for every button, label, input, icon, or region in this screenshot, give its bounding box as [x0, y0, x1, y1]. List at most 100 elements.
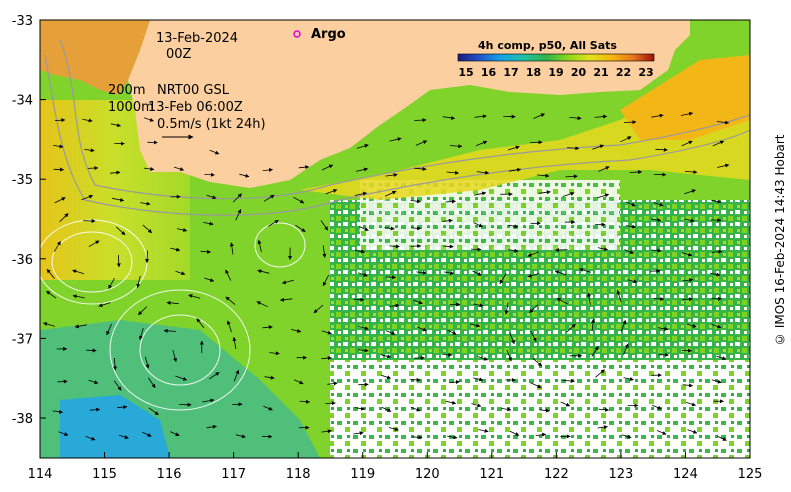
current-vector — [627, 279, 638, 284]
depth-label-a: 200m — [108, 83, 145, 98]
current-vector — [474, 114, 487, 119]
current-vector — [257, 269, 270, 274]
current-vector — [506, 349, 512, 362]
current-vector — [298, 165, 310, 170]
current-vector — [385, 172, 398, 177]
colorbar-tick-label: 23 — [638, 66, 653, 79]
current-vector — [651, 113, 664, 118]
current-vector — [417, 326, 427, 332]
current-vector — [204, 172, 215, 177]
current-vector — [626, 201, 636, 207]
current-vector — [624, 249, 634, 254]
current-vector — [591, 318, 595, 332]
current-vector — [652, 404, 662, 410]
current-vector — [175, 375, 188, 381]
current-vector — [357, 272, 368, 277]
current-vector — [587, 292, 591, 305]
current-vector — [225, 269, 232, 281]
current-vector — [616, 289, 622, 302]
current-vector — [536, 173, 550, 178]
current-vector — [118, 434, 129, 439]
current-vector — [381, 374, 392, 380]
current-vector — [203, 221, 214, 226]
current-vector — [621, 434, 632, 439]
current-vector — [268, 219, 279, 227]
current-vector — [354, 406, 365, 411]
current-vector — [530, 382, 542, 389]
credit-label: © IMOS 16-Feb-2024 14:43 Hobart — [773, 134, 787, 346]
current-vector — [507, 145, 520, 151]
colorbar-tick-label: 22 — [616, 66, 631, 79]
current-vector — [530, 221, 541, 226]
current-vector — [410, 244, 422, 249]
current-vector — [280, 297, 293, 302]
current-vector — [620, 319, 627, 332]
current-vector — [565, 174, 578, 179]
current-vector — [594, 114, 608, 119]
current-vector — [717, 163, 730, 168]
current-vector — [623, 120, 637, 125]
current-vector — [257, 239, 262, 252]
current-vector — [682, 252, 693, 257]
current-vector — [471, 403, 482, 408]
current-vector — [115, 226, 126, 236]
current-vector — [651, 248, 662, 253]
current-vector — [200, 249, 211, 254]
current-vector — [566, 146, 580, 151]
current-vector — [712, 140, 725, 147]
current-vector — [389, 303, 400, 308]
current-vector — [472, 270, 482, 276]
current-vector — [88, 240, 100, 248]
current-vector — [170, 247, 181, 252]
current-vector — [209, 149, 220, 155]
x-tick-label: 122 — [544, 467, 569, 482]
current-vector — [597, 193, 610, 199]
current-vector — [291, 328, 302, 333]
current-vector — [385, 330, 396, 335]
current-vector — [441, 352, 453, 357]
current-vector — [476, 170, 490, 175]
current-vector — [139, 327, 144, 340]
coastal-warm-strip — [300, 70, 750, 200]
current-vector — [529, 304, 539, 313]
current-vector — [598, 166, 610, 172]
current-vector — [263, 194, 275, 202]
current-vector — [175, 270, 186, 276]
current-vector — [384, 190, 397, 197]
current-vector — [415, 140, 428, 146]
current-vector — [447, 329, 457, 335]
current-vector — [321, 164, 334, 171]
y-tick-label: -36 — [12, 253, 33, 268]
current-vector — [598, 407, 610, 412]
current-vector — [657, 326, 669, 331]
current-vector — [684, 170, 698, 175]
land-australia — [128, 20, 690, 188]
current-vector — [325, 401, 336, 406]
current-vector — [562, 192, 575, 197]
current-vector — [508, 167, 522, 172]
current-vector — [327, 381, 338, 386]
y-tick-label: -38 — [12, 412, 33, 427]
current-vector — [449, 380, 460, 385]
current-vector — [560, 401, 571, 407]
current-vector — [148, 407, 159, 416]
current-vector — [680, 111, 694, 116]
x-axis: 114 115 116 117 118 119 120 121 122 123 124 125 — [28, 452, 763, 482]
current-vector — [89, 407, 101, 412]
current-vector — [389, 244, 400, 249]
current-vector — [281, 279, 295, 285]
current-vector — [85, 436, 96, 441]
current-vector — [446, 170, 459, 175]
current-vector — [566, 323, 576, 333]
current-vector — [527, 251, 540, 257]
current-vector — [562, 378, 575, 383]
current-vector — [443, 244, 454, 249]
current-vector — [358, 326, 369, 331]
current-vector — [623, 343, 629, 355]
colorbar-ticks: 15 16 17 18 19 20 21 22 23 — [458, 66, 653, 79]
current-vector — [508, 224, 519, 229]
source-label: NRT00 GSL — [157, 83, 230, 98]
x-tick-label: 125 — [738, 467, 763, 482]
current-vector — [410, 199, 421, 204]
